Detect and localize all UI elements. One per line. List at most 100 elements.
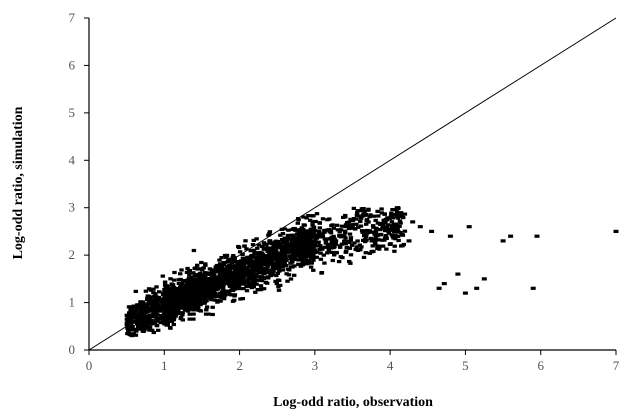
scatter-point [239,272,245,276]
scatter-point [190,277,196,281]
scatter-point [238,297,243,301]
scatter-point [383,234,389,238]
scatter-point [256,243,262,247]
scatter-point [336,260,342,264]
scatter-point [279,227,285,231]
scatter-point [357,214,363,218]
scatter-point [308,265,314,269]
scatter-point [290,252,296,256]
scatter-point [361,212,366,216]
scatter-point [402,229,408,233]
scatter-point [375,209,380,213]
scatter-point [331,226,336,230]
scatter-point [317,226,322,230]
scatter-point [244,285,249,289]
scatter-point [312,248,317,252]
scatter-point [217,269,222,273]
scatter-point [358,224,364,228]
scatter-point [277,242,283,246]
scatter-point [339,224,345,228]
scatter-point [284,258,289,262]
scatter-point [303,252,308,256]
scatter-point [241,264,246,268]
scatter-point [125,324,131,328]
scatter-point [209,279,215,283]
scatter-point [221,278,226,282]
scatter-point [355,248,361,252]
scatter-point [441,282,447,286]
scatter-point [183,295,188,299]
scatter-point [169,319,175,323]
scatter-point [271,245,276,249]
scatter-point [169,299,174,303]
scatter-point [247,268,252,272]
scatter-point [160,316,166,320]
scatter-point [375,244,380,248]
scatter-point [417,225,423,229]
scatter-point [382,229,388,233]
scatter-point [237,250,243,254]
scatter-point [171,278,177,282]
scatter-point [314,212,320,216]
scatter-point [508,234,514,238]
scatter-point [295,243,301,247]
scatter-point [159,304,164,309]
scatter-point [203,312,209,316]
scatter-point [184,283,189,287]
scatter-point [265,249,270,254]
scatter-point [135,314,140,318]
scatter-point [190,289,195,293]
scatter-point [156,328,161,332]
scatter-point [146,321,151,325]
scatter-point [308,235,314,239]
scatter-point [317,221,322,225]
scatter-point [264,254,269,258]
scatter-point [135,327,140,331]
scatter-point [353,247,358,251]
scatter-point [383,236,388,240]
scatter-point [350,218,356,222]
scatter-point [242,244,247,248]
scatter-point [258,284,264,288]
scatter-point [229,293,234,297]
scatter-point [180,291,185,295]
y-tick-label: 1 [69,295,76,310]
scatter-point [297,249,303,253]
y-tick-label: 6 [69,57,76,72]
scatter-point [390,216,396,220]
scatter-point [354,245,359,249]
scatter-point [155,302,160,306]
scatter-point [187,291,192,296]
scatter-point [212,294,217,298]
scatter-point [343,236,348,240]
scatter-point [235,281,240,285]
y-tick-label: 0 [69,342,76,357]
scatter-point [287,268,292,272]
scatter-point [387,228,392,233]
scatter-point [126,305,132,309]
scatter-point [155,298,160,302]
scatter-point [167,311,172,315]
scatter-point [282,227,287,231]
scatter-point [221,260,226,265]
scatter-point [399,233,404,237]
scatter-point [154,319,160,323]
scatter-point [179,293,185,297]
scatter-point [268,253,273,257]
scatter-point [334,223,340,227]
scatter-point [341,215,346,219]
scatter-point [176,278,181,282]
scatter-point [254,251,260,255]
scatter-point [273,250,278,254]
scatter-point [169,289,174,293]
scatter-point [158,321,164,325]
scatter-point [235,273,240,277]
scatter-point [150,301,155,306]
scatter-point [248,275,253,279]
scatter-point [268,247,273,251]
scatter-point [304,243,309,247]
scatter-point [318,232,323,236]
scatter-point [359,229,365,233]
scatter-point [141,315,146,319]
scatter-point [170,313,176,317]
